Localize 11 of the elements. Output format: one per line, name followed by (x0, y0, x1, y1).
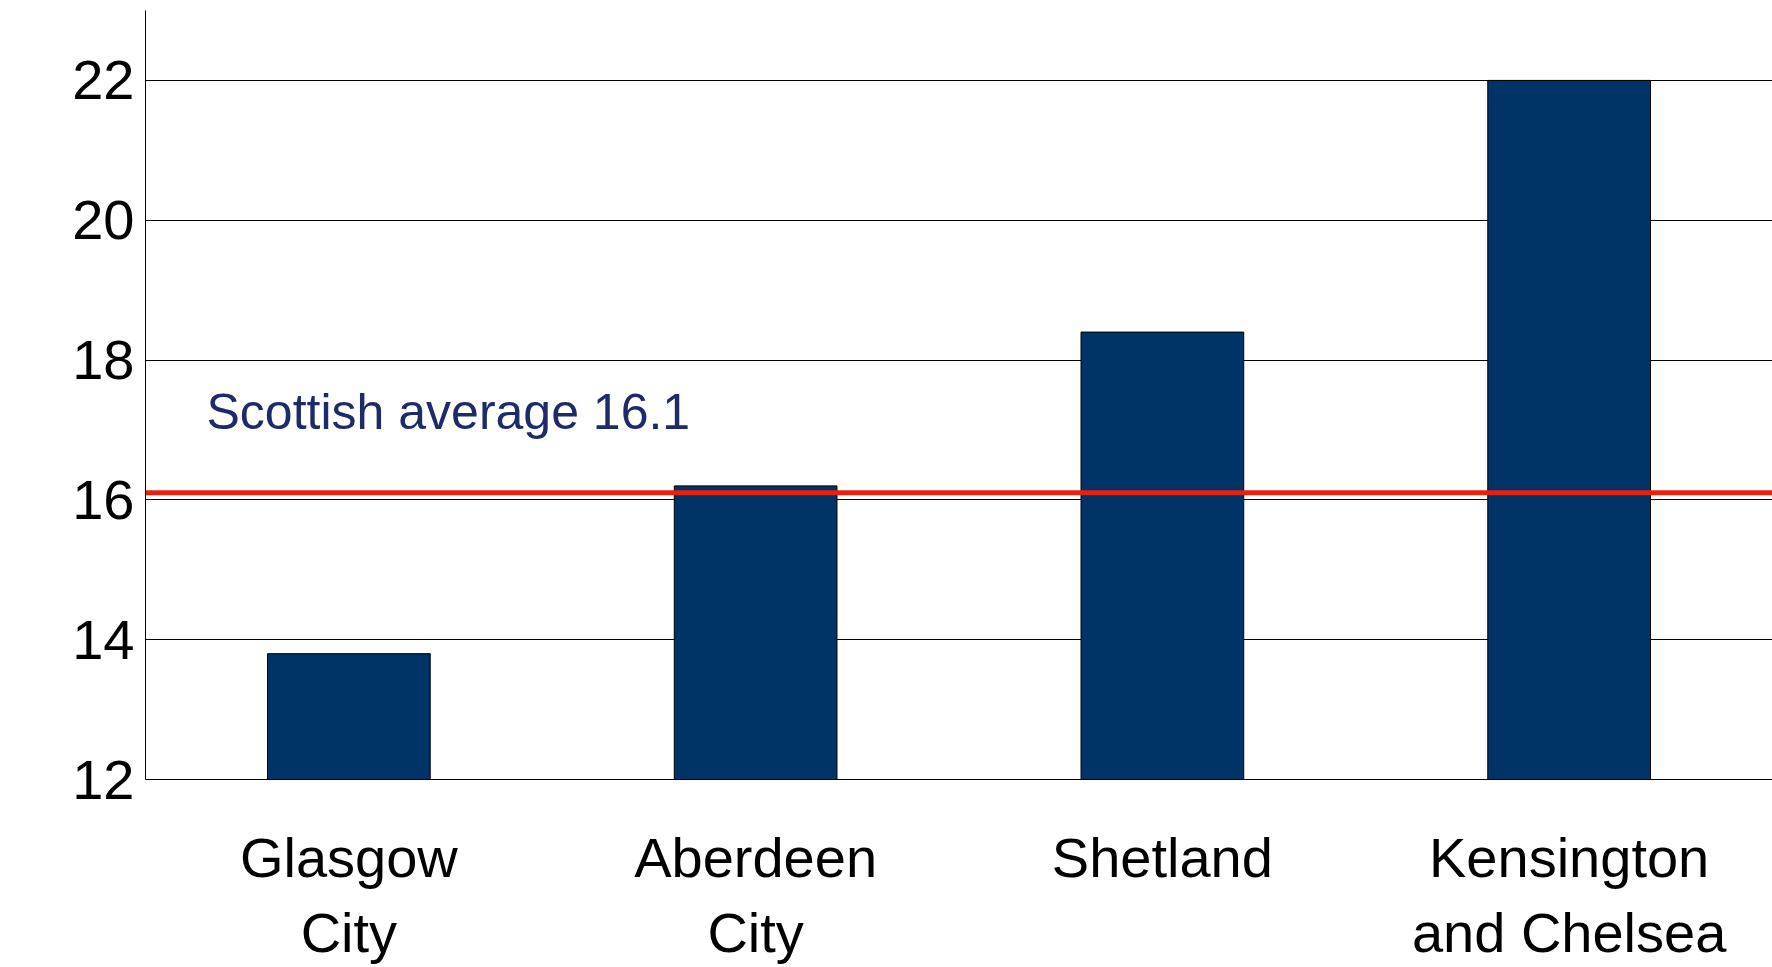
y-tick-label: 20 (72, 188, 135, 252)
y-tick-label: 16 (72, 467, 135, 531)
y-tick-label: 18 (72, 328, 135, 392)
x-tick-label: Aberdeen City (634, 825, 878, 965)
y-tick-label: 12 (72, 747, 135, 811)
y-tick-label: 14 (72, 607, 135, 671)
ref-line-label: Scottish average 16.1 (206, 384, 691, 441)
x-tick-label: Glasgow City (239, 825, 459, 965)
x-tick-label: Kensington and Chelsea (1411, 825, 1728, 965)
x-tick-label: Shetland (1051, 825, 1273, 889)
y-tick-label: 22 (72, 48, 135, 112)
